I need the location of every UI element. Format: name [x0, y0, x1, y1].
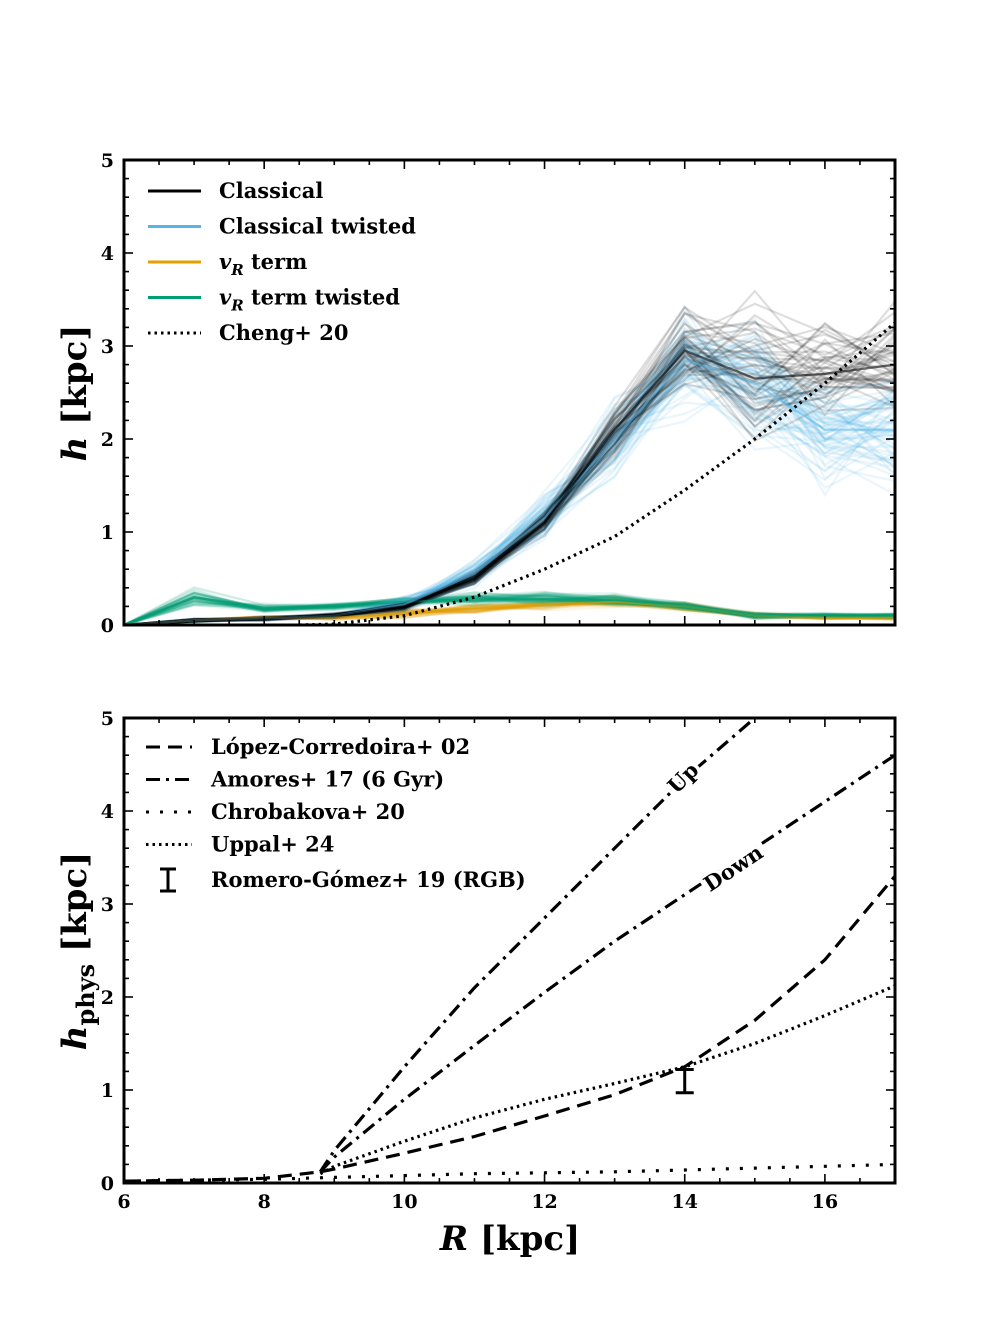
- series-realization-line: [124, 592, 895, 625]
- legend-label: vR term twisted: [219, 285, 400, 315]
- bottom-legend: López-Corredoira+ 02 Amores+ 17 (6 Gyr) Ch…: [146, 734, 526, 893]
- top-y-tick-labels: 0 1 2 3 4 5: [101, 150, 114, 637]
- y-tick-label: 5: [101, 708, 114, 730]
- series-realization-line: [124, 594, 895, 625]
- y-tick-label: 5: [101, 150, 114, 172]
- legend-label: vR term: [219, 249, 307, 279]
- legend-label: Romero-Gómez+ 19 (RGB): [211, 867, 526, 892]
- bottom-x-tick-labels: 6 8 10 12 14 16: [117, 1191, 838, 1213]
- series-realization-line: [124, 596, 895, 625]
- series-median-line: [124, 595, 895, 625]
- legend-label: Amores+ 17 (6 Gyr): [210, 767, 444, 792]
- x-tick-label: 16: [812, 1191, 838, 1213]
- legend-label: López-Corredoira+ 02: [211, 734, 470, 759]
- legend-label: Chrobakova+ 20: [211, 799, 405, 824]
- bottom-plot-background: [124, 718, 895, 1183]
- y-tick-label: 3: [101, 336, 114, 358]
- top-plot-background: [124, 160, 895, 625]
- series-realization-line: [124, 596, 895, 625]
- series-realization-line: [124, 597, 895, 625]
- x-tick-label: 14: [672, 1191, 698, 1213]
- series-line: [319, 984, 895, 1176]
- bottom-x-axis-label: R [kpc]: [439, 1219, 580, 1259]
- top-plot-area: [124, 289, 895, 625]
- series-realization-line: [124, 594, 895, 625]
- y-tick-label: 0: [101, 1173, 114, 1195]
- series-realization-line: [124, 594, 895, 625]
- y-tick-label: 2: [101, 987, 114, 1009]
- series-realization-line: [124, 346, 895, 625]
- y-tick-label: 4: [101, 801, 114, 823]
- y-tick-label: 1: [101, 522, 114, 544]
- top-panel: 0 1 2 3 4 5 h [kpc] Classical Classical twiste…: [55, 150, 897, 637]
- x-tick-label: 8: [258, 1191, 271, 1213]
- bottom-y-axis-label: hphys [kpc]: [55, 852, 100, 1050]
- y-tick-label: 0: [101, 615, 114, 637]
- y-tick-label: 3: [101, 894, 114, 916]
- bottom-axes-frame: [122, 716, 897, 1185]
- y-tick-label: 4: [101, 243, 114, 265]
- top-axes-frame: [122, 158, 897, 627]
- series-realization-line: [124, 599, 895, 625]
- legend-label: Cheng+ 20: [219, 320, 348, 345]
- bottom-y-tick-labels: 0 1 2 3 4 5: [101, 708, 114, 1195]
- cheng-20-line: [299, 321, 895, 625]
- series-realization-line: [124, 594, 895, 625]
- legend-label: Classical: [219, 178, 323, 203]
- y-tick-label: 2: [101, 429, 114, 451]
- series-realization-line: [124, 346, 895, 625]
- top-legend: Classical Classical twisted vR term vR term…: [148, 178, 416, 345]
- top-y-axis-label: h [kpc]: [55, 325, 95, 462]
- series-line: [124, 1162, 895, 1183]
- series-median-line: [124, 349, 895, 625]
- series-realization-line: [124, 333, 895, 625]
- y-tick-label: 1: [101, 1080, 114, 1102]
- legend-label: Uppal+ 24: [211, 832, 334, 857]
- x-tick-label: 12: [531, 1191, 557, 1213]
- series-line: [319, 753, 895, 1173]
- x-tick-label: 10: [391, 1191, 417, 1213]
- x-tick-label: 6: [117, 1191, 130, 1213]
- legend-label: Classical twisted: [219, 214, 416, 239]
